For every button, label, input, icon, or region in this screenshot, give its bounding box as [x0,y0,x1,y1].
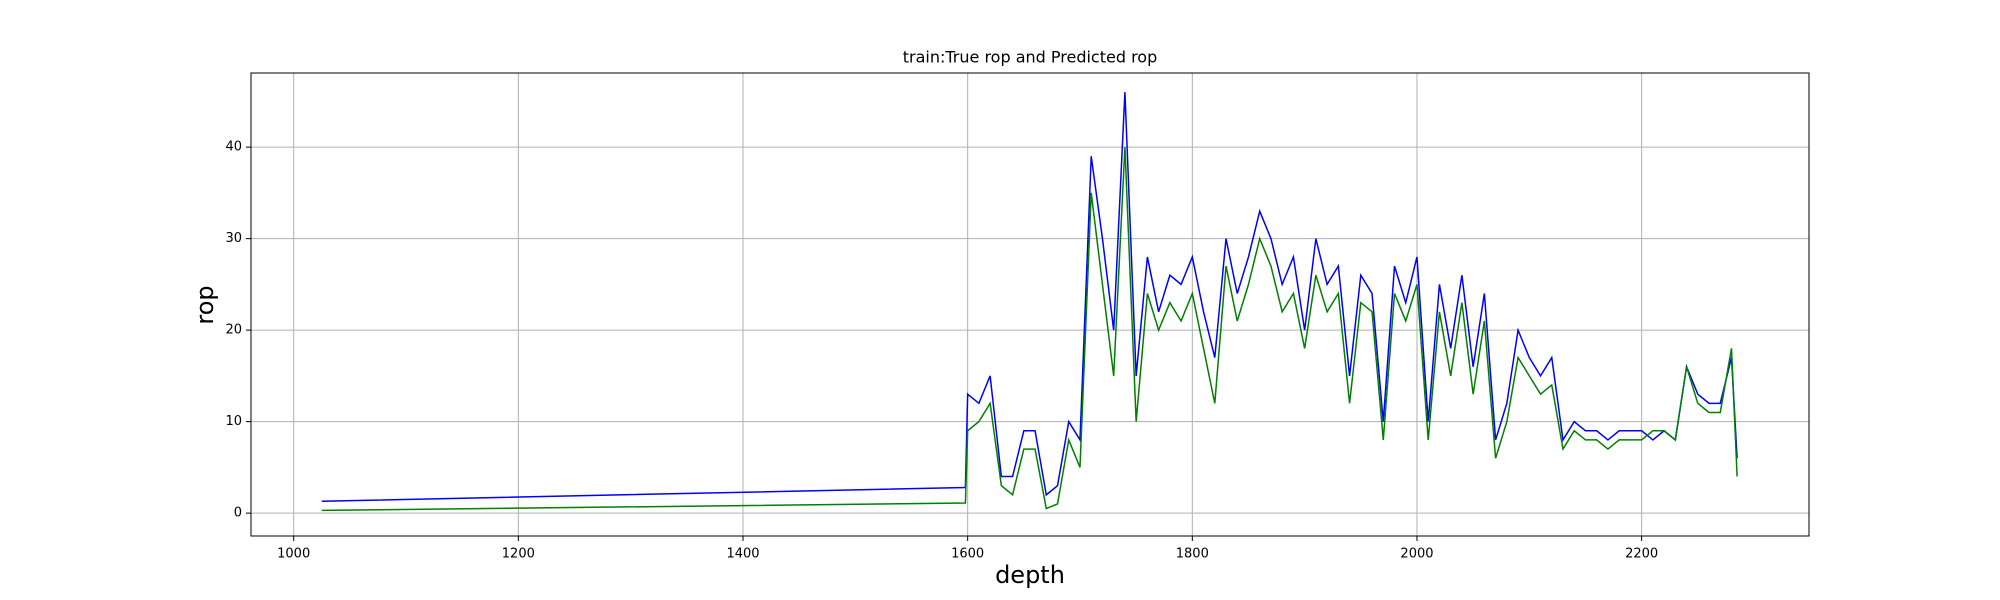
x-tick-label: 1400 [726,547,759,562]
series-line [321,147,1738,512]
x-tick-label: 2000 [1400,547,1433,562]
y-axis-label: rop [191,285,219,324]
x-tick-label: 1000 [277,547,310,562]
y-tick-label: 40 [225,140,242,155]
plot-frame [250,72,1810,537]
y-tick-label: 0 [234,506,242,521]
y-tick-label: 30 [225,231,242,246]
y-tick-label: 10 [225,414,242,429]
y-tick-label: 20 [225,323,242,338]
x-tick-label: 1200 [502,547,535,562]
x-tick-label: 1600 [951,547,984,562]
x-tick-label: 1800 [1176,547,1209,562]
x-tick-label: 2200 [1625,547,1658,562]
chart-title: train:True rop and Predicted rop [903,48,1158,67]
series-line [321,92,1738,502]
x-axis-label: depth [995,561,1065,589]
